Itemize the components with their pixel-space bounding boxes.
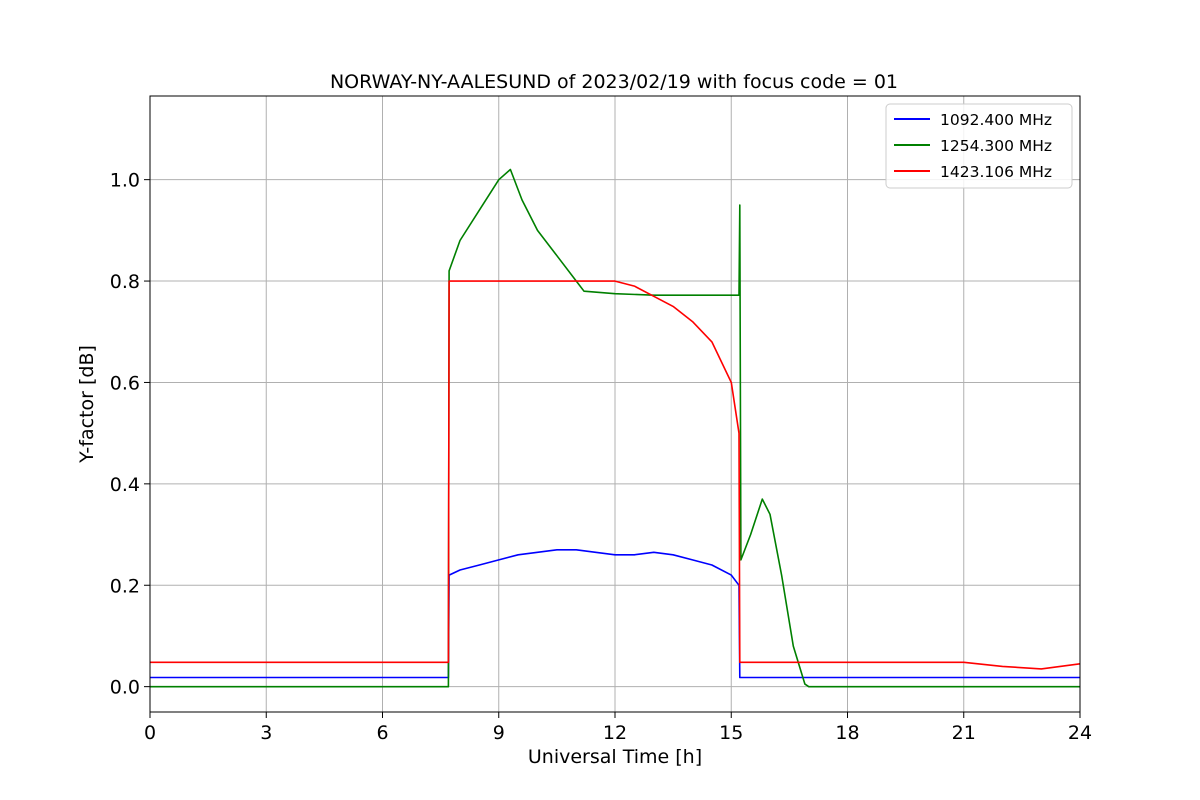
legend-label: 1423.106 MHz: [940, 163, 1052, 181]
y-axis-ticks: 0.0 0.2 0.4 0.6 0.8 1.0: [110, 170, 150, 699]
y-tick-label: 0.2: [110, 575, 140, 597]
x-tick-label: 0: [144, 722, 156, 744]
series-lines: [150, 168, 1081, 688]
x-tick-label: 9: [493, 722, 505, 744]
chart-title: NORWAY-NY-AALESUND of 2023/02/19 with fo…: [330, 71, 898, 93]
series-line-3: [150, 280, 1081, 670]
y-tick-label: 0.4: [110, 474, 140, 496]
x-tick-label: 21: [952, 722, 976, 744]
series-line-2: [150, 168, 1080, 688]
legend: 1092.400 MHz 1254.300 MHz 1423.106 MHz: [885, 103, 1073, 189]
x-tick-label: 6: [376, 722, 388, 744]
x-tick-label: 15: [719, 722, 743, 744]
y-tick-label: 0.6: [110, 372, 140, 394]
series-line-1: [150, 548, 1080, 679]
x-axis-ticks: 0 3 6 9 12 15 18 21 24: [144, 712, 1092, 744]
y-tick-label: 1.0: [110, 170, 140, 192]
x-tick-label: 18: [835, 722, 859, 744]
y-tick-label: 0.0: [110, 677, 140, 699]
legend-label: 1254.300 MHz: [940, 137, 1052, 155]
x-axis-label: Universal Time [h]: [528, 746, 702, 768]
legend-label: 1092.400 MHz: [940, 111, 1052, 129]
y-axis-label: Y-factor [dB]: [76, 345, 98, 464]
x-tick-label: 12: [603, 722, 627, 744]
y-tick-label: 0.8: [110, 271, 140, 293]
x-tick-label: 3: [260, 722, 272, 744]
x-tick-label: 24: [1068, 722, 1092, 744]
legend-box: [885, 103, 1073, 189]
